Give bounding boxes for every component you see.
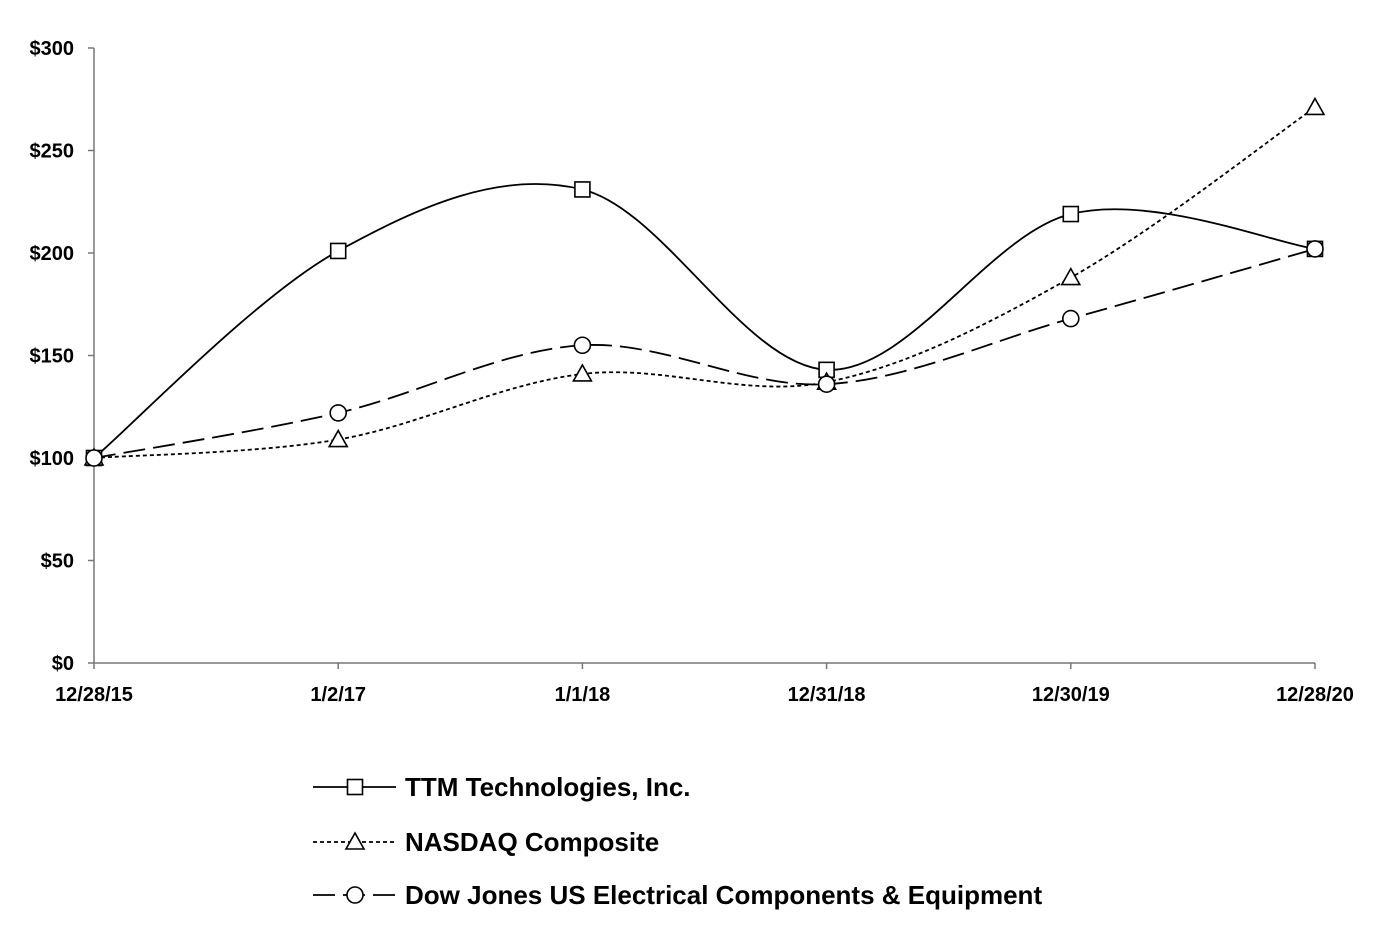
data-point-circle <box>85 449 103 467</box>
y-tick-label: $100 <box>30 448 75 470</box>
data-point-circle <box>329 404 348 422</box>
y-tick-label: $200 <box>30 243 75 265</box>
data-point-triangle <box>327 428 349 448</box>
legend-marker-square <box>346 778 364 796</box>
legend-item: NASDAQ Composite <box>313 827 659 857</box>
data-point-circle <box>1062 309 1080 328</box>
x-tick-label: 1/1/18 <box>555 684 611 706</box>
data-point-triangle <box>1060 266 1082 286</box>
legend-label: TTM Technologies, Inc. <box>405 772 691 802</box>
x-tick-label: 12/31/18 <box>788 684 866 706</box>
y-tick-label: $150 <box>30 346 75 368</box>
data-point-triangle <box>1304 96 1326 116</box>
series-triangle <box>83 96 1326 466</box>
data-point-circle <box>817 375 836 394</box>
series-circle <box>85 240 1324 467</box>
x-tick-label: 12/30/19 <box>1032 684 1110 706</box>
y-tick-label: $50 <box>41 551 74 573</box>
data-point-triangle <box>572 363 593 382</box>
series-line <box>93 106 1316 459</box>
data-point-circle <box>573 336 592 355</box>
series-line <box>93 248 1316 459</box>
series-group <box>83 96 1326 467</box>
legend-label: Dow Jones US Electrical Components & Equ… <box>405 880 1042 910</box>
y-tick-label: $300 <box>30 38 75 60</box>
axes: $0 $50 $100 $150 $200 $250 $300 12/28/15 1/2/17 1… <box>30 38 1354 706</box>
legend-marker-circle <box>346 886 364 904</box>
legend-marker-triangle <box>344 831 366 850</box>
data-point-circle <box>1306 240 1324 258</box>
x-tick-label: 1/2/17 <box>310 684 366 706</box>
series-line <box>93 183 1316 459</box>
data-point-square <box>574 181 591 198</box>
data-point-square <box>1062 205 1080 223</box>
data-point-square <box>329 242 347 260</box>
x-tick-label: 12/28/15 <box>55 684 133 706</box>
x-tick-label: 12/28/20 <box>1276 684 1354 706</box>
legend-label: NASDAQ Composite <box>405 827 659 857</box>
legend-item: TTM Technologies, Inc. <box>313 772 691 802</box>
legend: TTM Technologies, Inc. NASDAQ Composite Do… <box>313 772 1042 910</box>
series-square <box>85 181 1324 467</box>
legend-item: Dow Jones US Electrical Components & Equ… <box>313 880 1042 910</box>
y-tick-label: $250 <box>30 141 75 163</box>
y-tick-label: $0 <box>52 653 74 675</box>
